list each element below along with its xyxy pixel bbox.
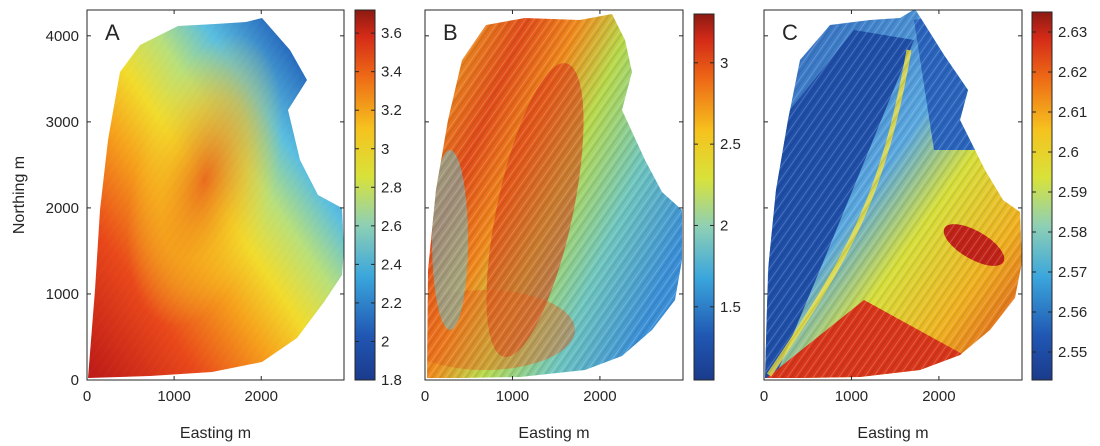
x-tick-label: 2000 <box>583 388 616 405</box>
y-tick-label: 4000 <box>46 28 79 45</box>
axes-box <box>424 9 684 381</box>
heatmap-area <box>88 18 344 378</box>
colorbar-tick-label: 2.59 <box>1058 184 1087 201</box>
x-tick-label: 2000 <box>245 388 278 405</box>
x-tick-label: 1000 <box>157 388 190 405</box>
x-tick-label: 0 <box>83 388 91 405</box>
x-axis-label: Easting m <box>857 425 928 442</box>
colorbar-tick-label: 1.5 <box>720 299 741 316</box>
heatmap-texture <box>765 10 1022 378</box>
colorbar-tick-label: 2.57 <box>1058 264 1087 281</box>
colorbar-tick-label: 2 <box>720 217 728 234</box>
colorbar-gradient <box>354 9 376 381</box>
y-tick-label: 2000 <box>46 200 79 217</box>
y-axis-label: Northing m <box>11 156 28 234</box>
colorbar-tick-label: 2.6 <box>1058 144 1079 161</box>
heatmap-area <box>427 14 682 378</box>
colorbar-tick-label: 2.2 <box>381 295 402 312</box>
heatmap-texture <box>427 14 682 378</box>
colorbar-tick-label: 2.55 <box>1058 344 1087 361</box>
colorbar: 1.8 2 2.2 2.4 2.6 2.8 3 3.2 3.4 3.6 <box>354 9 402 389</box>
axes-box <box>763 9 1023 381</box>
colorbar-tick-label: 2.56 <box>1058 304 1087 321</box>
colorbar-tick-label: 3 <box>381 141 389 158</box>
colorbar-tick-label: 3.2 <box>381 102 402 119</box>
colorbar: 2.55 2.56 2.57 2.58 2.59 2.6 2.61 2.62 2.63 <box>1031 11 1087 381</box>
colorbar-tick-label: 3.6 <box>381 25 402 42</box>
colorbar: 1.5 2 2.5 3 <box>693 13 741 381</box>
panel-b: 0 1000 2000 Easting m B 1.5 2 2.5 3 <box>421 9 741 442</box>
colorbar-tick-label: 2.62 <box>1058 64 1087 81</box>
colorbar-tick-label: 2.5 <box>720 136 741 153</box>
x-axis-label: Easting m <box>180 425 251 442</box>
colorbar-tick-label: 2.63 <box>1058 24 1087 41</box>
colorbar-tick-label: 2.4 <box>381 256 402 273</box>
heatmap-texture <box>88 18 344 378</box>
colorbar-tick-label: 2 <box>381 333 389 350</box>
x-tick-label: 1000 <box>835 388 868 405</box>
panel-label: C <box>782 20 798 45</box>
heatmap-area <box>765 10 1022 378</box>
colorbar-gradient <box>1031 11 1053 381</box>
colorbar-tick-label: 3.4 <box>381 64 402 81</box>
x-tick-label: 1000 <box>496 388 529 405</box>
x-tick-label: 0 <box>760 388 768 405</box>
colorbar-gradient <box>693 13 715 381</box>
colorbar-tick-label: 3 <box>720 55 728 72</box>
x-axis-label: Easting m <box>518 425 589 442</box>
y-tick-label: 3000 <box>46 114 79 131</box>
colorbar-tick-label: 2.58 <box>1058 224 1087 241</box>
x-tick-label: 2000 <box>922 388 955 405</box>
y-tick-label: 0 <box>71 372 79 389</box>
x-tick-label: 0 <box>421 388 429 405</box>
panel-a: 0 1000 2000 0 1000 2000 3000 4000 Easting m North… <box>11 9 402 442</box>
colorbar-tick-label: 2.61 <box>1058 104 1087 121</box>
panel-label: A <box>105 20 120 45</box>
colorbar-tick-label: 2.6 <box>381 218 402 235</box>
y-tick-label: 1000 <box>46 286 79 303</box>
colorbar-tick-label: 1.8 <box>381 372 402 389</box>
axes-box <box>86 9 345 381</box>
colorbar-tick-label: 2.8 <box>381 179 402 196</box>
panel-label: B <box>443 20 458 45</box>
